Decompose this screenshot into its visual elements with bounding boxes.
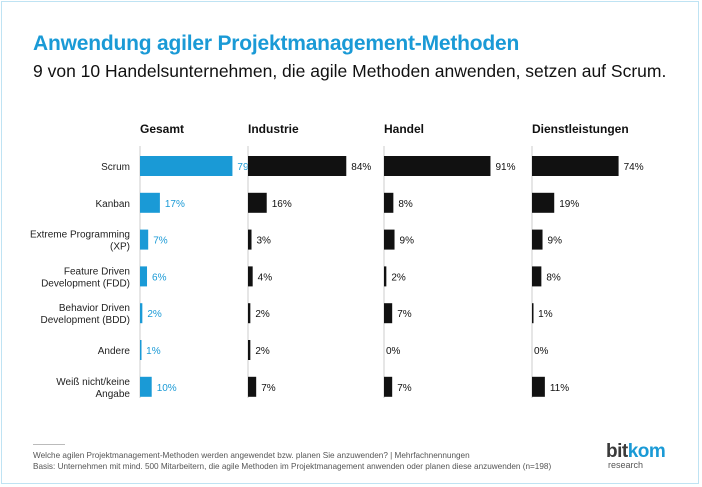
- data-label: 9%: [548, 236, 563, 247]
- category-label: (XP): [110, 242, 130, 253]
- bar: [384, 156, 491, 176]
- data-label: 8%: [398, 199, 413, 210]
- data-label: 3%: [257, 236, 272, 247]
- footnote-divider: [33, 444, 65, 445]
- bar: [248, 229, 252, 250]
- data-label: 17%: [165, 199, 185, 210]
- bar: [248, 303, 251, 324]
- data-label: 0%: [534, 346, 549, 357]
- data-label: 9%: [400, 236, 415, 247]
- bar: [140, 192, 160, 213]
- bar: [140, 229, 149, 250]
- bar: [140, 340, 142, 360]
- category-label: Angabe: [96, 389, 131, 400]
- category-label: Extreme Programming: [30, 230, 130, 241]
- data-label: 79%: [237, 162, 257, 173]
- data-label: 7%: [261, 383, 276, 394]
- data-label: 10%: [157, 383, 177, 394]
- data-label: 2%: [255, 309, 270, 320]
- bar: [248, 266, 253, 287]
- bar: [532, 156, 619, 176]
- series-header-2: Handel: [384, 122, 424, 136]
- category-label: Scrum: [101, 162, 130, 173]
- data-label: 84%: [351, 162, 371, 173]
- chart-title: Anwendung agiler Projektmanagement-Metho…: [33, 32, 520, 55]
- category-label: Kanban: [96, 199, 130, 210]
- bar: [384, 376, 393, 397]
- data-label: 7%: [153, 236, 168, 247]
- footnote-basis: Basis: Unternehmen mit mind. 500 Mitarbe…: [33, 462, 552, 471]
- data-label: 2%: [255, 346, 270, 357]
- data-label: 6%: [152, 272, 167, 283]
- bar: [140, 376, 152, 397]
- bar: [384, 192, 394, 213]
- bar: [140, 266, 148, 287]
- footnote-question: Welche agilen Projektmanagement-Methoden…: [33, 451, 470, 460]
- category-label: Weiß nicht/keine: [56, 377, 130, 388]
- bar: [384, 229, 395, 250]
- data-label: 2%: [391, 272, 406, 283]
- chart-subtitle: 9 von 10 Handelsunternehmen, die agile M…: [33, 61, 667, 81]
- data-label: 0%: [386, 346, 401, 357]
- data-label: 4%: [258, 272, 273, 283]
- series-header-1: Industrie: [248, 122, 299, 136]
- bar: [248, 156, 347, 176]
- bar: [384, 266, 387, 287]
- bar: [248, 340, 251, 360]
- category-label: Andere: [98, 346, 131, 357]
- data-label: 1%: [146, 346, 161, 357]
- data-label: 2%: [147, 309, 162, 320]
- logo-subtext: research: [608, 460, 644, 470]
- series-header-3: Dienstleistungen: [532, 122, 629, 136]
- category-label: Behavior Driven: [59, 303, 130, 314]
- bar: [532, 303, 534, 324]
- data-label: 1%: [538, 309, 553, 320]
- bar: [140, 303, 143, 324]
- data-label: 91%: [495, 162, 515, 173]
- bar: [532, 376, 545, 397]
- data-label: 16%: [272, 199, 292, 210]
- bar: [384, 303, 393, 324]
- bitkom-research-logo: bitkom research: [606, 442, 676, 472]
- data-label: 8%: [546, 272, 561, 283]
- logo-wordmark: bitkom: [606, 441, 666, 462]
- data-label: 19%: [559, 199, 579, 210]
- category-label: Development (FDD): [41, 278, 130, 289]
- category-label: Feature Driven: [64, 266, 130, 277]
- data-label: 7%: [397, 309, 412, 320]
- bar: [532, 229, 543, 250]
- category-label: Development (BDD): [41, 315, 130, 326]
- bar: [532, 266, 542, 287]
- data-label: 74%: [624, 162, 644, 173]
- series-header-0: Gesamt: [140, 122, 184, 136]
- bar: [248, 192, 267, 213]
- bar: [532, 192, 555, 213]
- data-label: 7%: [397, 383, 412, 394]
- data-label: 11%: [550, 383, 569, 394]
- bar: [248, 376, 257, 397]
- bar: [140, 156, 233, 176]
